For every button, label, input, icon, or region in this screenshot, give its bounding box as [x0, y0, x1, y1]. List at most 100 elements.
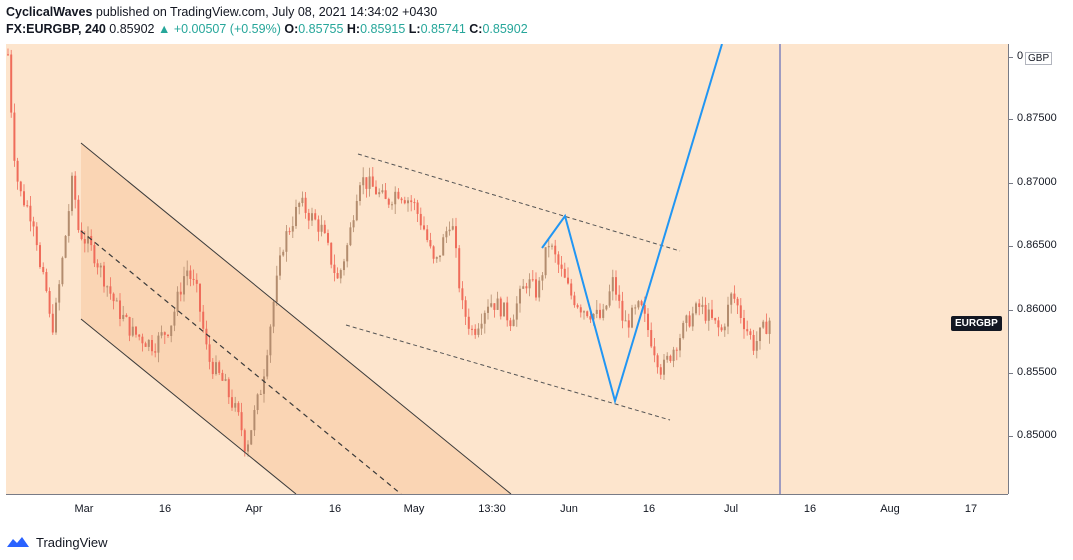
price-tick: 0.87000 [1009, 176, 1057, 188]
time-tick: May [403, 503, 425, 515]
candle-body [739, 305, 742, 318]
tradingview-brand[interactable]: TradingView [36, 534, 108, 550]
close-label: C: [469, 22, 483, 36]
chart-plot-area[interactable] [6, 44, 1008, 494]
publish-info: CyclicalWaves published on TradingView.c… [6, 5, 437, 19]
candle-body [371, 176, 374, 187]
candle-body [263, 376, 265, 394]
candle-body [384, 190, 387, 199]
candle-body [682, 322, 685, 339]
candle-body [218, 362, 221, 373]
candle-body [227, 379, 230, 398]
candle-body [493, 303, 496, 310]
candle-body [269, 326, 272, 356]
wedge-upper-line [357, 153, 681, 252]
candle-body [768, 320, 771, 334]
candle-body [762, 321, 765, 328]
candle-body [535, 279, 537, 298]
candle-body [32, 221, 35, 227]
price-axis[interactable]: 0 GBP 0.87500 0.87000 0.86500 0.86000 0.… [951, 44, 1073, 494]
candle-body [368, 176, 371, 189]
candle-body [186, 270, 189, 277]
candle-body [19, 181, 22, 192]
candle-body [576, 305, 579, 308]
candle-body [87, 235, 89, 244]
candle-body [336, 273, 339, 279]
candle-body [624, 320, 627, 322]
candle-body [317, 219, 320, 232]
candle-body [531, 279, 534, 281]
candle-body [515, 303, 518, 320]
chart-canvas[interactable] [6, 44, 1008, 494]
candle-body [458, 248, 461, 289]
candle-body [557, 254, 560, 265]
candle-body [400, 198, 403, 201]
publish-date: published on TradingView.com, July 08, 2… [92, 5, 438, 19]
candle-body [378, 192, 381, 195]
candle-body [755, 341, 758, 351]
low-label: L: [408, 22, 421, 36]
candle-body [154, 351, 157, 353]
time-tick: 16 [642, 503, 656, 515]
candle-body [666, 355, 669, 360]
candle-body [563, 268, 566, 278]
wedge-lower-line [345, 324, 671, 421]
candle-body [224, 379, 227, 381]
high-value: 0.85915 [360, 22, 406, 36]
candle-body [61, 257, 64, 285]
candle-body [403, 200, 406, 204]
candle-body [746, 329, 749, 332]
time-tick: 17 [964, 503, 978, 515]
candle-body [160, 332, 163, 336]
candle-body [765, 321, 768, 334]
candle-body [349, 227, 352, 246]
projected-wave-path [541, 44, 723, 405]
candle-body [67, 211, 70, 236]
open-value: 0.85755 [298, 22, 344, 36]
candle-body [435, 257, 438, 259]
candle-body [179, 291, 182, 295]
candle-body [314, 213, 317, 220]
candle-body [461, 288, 464, 301]
candle-body [237, 403, 240, 413]
open-label: O: [284, 22, 299, 36]
candle-body [448, 229, 451, 232]
candle-body [243, 430, 246, 452]
candles-group [7, 48, 771, 457]
candle-body [451, 226, 454, 230]
candle-body [163, 332, 166, 335]
candle-body [103, 265, 105, 287]
price-tick: 0.86500 [1009, 239, 1057, 251]
author-name[interactable]: CyclicalWaves [6, 5, 93, 19]
candle-body [717, 320, 720, 328]
time-axis[interactable]: Mar 16 Apr 16 May 13:30 Jun 16 Jul 16 Au… [6, 494, 1008, 522]
candle-body [323, 224, 326, 234]
tradingview-logo-icon[interactable] [6, 535, 30, 549]
candle-body [736, 298, 739, 306]
time-tick: Apr [245, 503, 263, 515]
candle-body [346, 245, 349, 262]
candle-body [675, 349, 678, 351]
candle-body [173, 311, 176, 326]
time-tick: 16 [803, 503, 817, 515]
candle-body [355, 200, 358, 221]
currency-label[interactable]: GBP [1025, 52, 1053, 65]
candle-body [298, 203, 301, 207]
candle-body [627, 320, 630, 328]
last-price: 0.85902 [109, 22, 155, 36]
candle-body [695, 303, 697, 314]
symbol-label[interactable]: FX:EURGBP, 240 [6, 22, 106, 36]
candle-body [23, 191, 25, 206]
candle-body [483, 312, 486, 324]
candle-body [45, 272, 48, 292]
candle-body [250, 430, 253, 445]
candle-body [125, 314, 128, 317]
candle-body [538, 280, 541, 298]
candle-body [330, 242, 333, 265]
candle-body [714, 317, 717, 321]
candle-body [7, 54, 9, 56]
ohlc-legend: FX:EURGBP, 240 0.85902 ▲ +0.00507 (+0.59… [6, 22, 528, 36]
candle-body [272, 301, 275, 327]
candle-body [10, 54, 13, 113]
candle-body [381, 190, 384, 193]
